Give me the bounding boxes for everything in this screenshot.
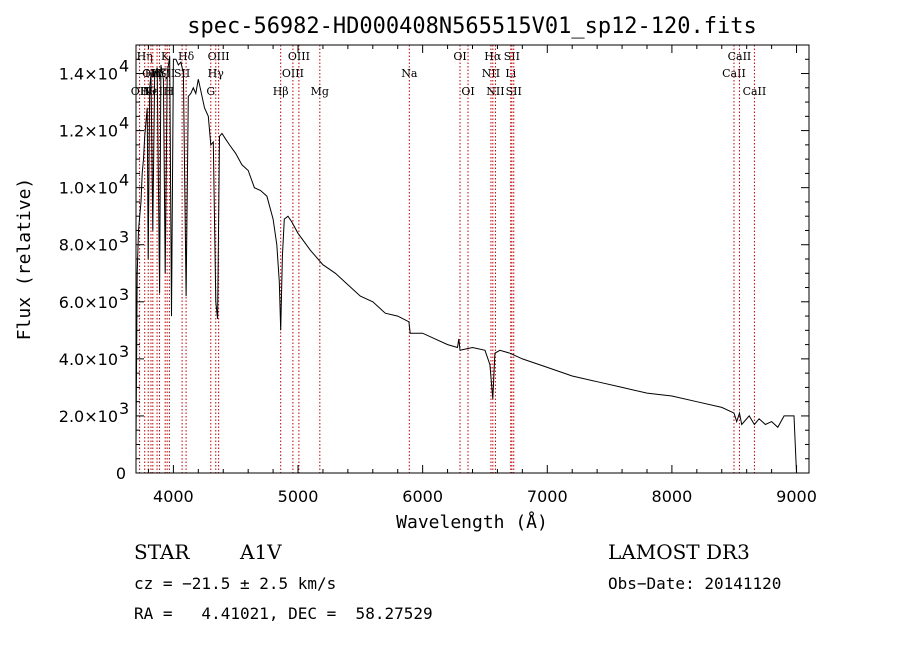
spectral-line-label-9: H <box>165 85 175 98</box>
spectral-line-label-22: NII <box>482 67 500 80</box>
spectral-line-label-30: CaII <box>743 85 767 98</box>
spectral-line-label-27: SII <box>506 85 522 98</box>
x-tick-label-3: 7000 <box>527 487 568 506</box>
spectrum-line <box>135 56 797 474</box>
ra-dec: RA = 4.41021, DEC = 58.27529 <box>134 604 433 623</box>
spectral-line-label-11: SII <box>174 67 190 80</box>
spectral-line-label-20: OI <box>453 50 466 63</box>
y-tick-exponent-5: 4 <box>119 171 129 190</box>
star-class: A1V <box>240 540 282 564</box>
y-axis-label: Flux (relative) <box>14 178 35 341</box>
x-tick-label-5: 9000 <box>776 487 817 506</box>
y-tick-exponent-6: 4 <box>119 114 129 133</box>
y-tick-label-4: 8.0×10 <box>59 236 118 255</box>
y-tick-exponent-3: 3 <box>119 285 129 304</box>
y-tick-label-2: 4.0×10 <box>59 350 118 369</box>
spectral-line-label-13: Hγ <box>208 67 225 80</box>
spectral-line-label-23: Hα <box>484 50 502 63</box>
spectral-line-label-10: Hδ <box>178 50 195 63</box>
y-tick-label-6: 1.2×10 <box>59 122 118 141</box>
spectral-line-label-28: CaII <box>722 67 746 80</box>
spectral-line-label-18: Mg <box>311 85 329 98</box>
spectral-line-label-25: Li <box>505 67 516 80</box>
y-tick-label-5: 1.0×10 <box>59 179 118 198</box>
spectral-lines-layer: OIIHηHθOIIHηNeIIIHζKSIIHHδSIIGHγOIIIHβOI… <box>131 45 766 473</box>
y-tick-label-3: 6.0×10 <box>59 293 118 312</box>
spectral-line-label-15: Hβ <box>273 85 289 98</box>
y-tick-exponent-7: 4 <box>119 57 129 76</box>
x-tick-label-4: 8000 <box>652 487 693 506</box>
x-tick-label-2: 6000 <box>402 487 443 506</box>
spectral-line-label-17: OIII <box>288 50 310 63</box>
chart-title: spec-56982-HD000408N565515V01_sp12-120.f… <box>187 14 757 39</box>
y-tick-exponent-4: 3 <box>119 228 129 247</box>
x-tick-label-1: 5000 <box>278 487 319 506</box>
y-tick-exponent-2: 3 <box>119 342 129 361</box>
y-tick-label-1: 2.0×10 <box>59 407 118 426</box>
spectral-line-label-19: Na <box>401 67 418 80</box>
obs-date: Obs−Date: 20141120 <box>608 574 782 593</box>
x-tick-label-0: 4000 <box>153 487 194 506</box>
x-axis-label: Wavelength (Å) <box>396 511 548 533</box>
plot-frame <box>135 44 810 474</box>
spectral-line-label-26: SII <box>504 50 520 63</box>
y-tick-label-0: 0 <box>116 464 126 483</box>
spectral-line-label-0: OII <box>131 85 149 98</box>
spectral-line-label-12: G <box>206 85 215 98</box>
star-label: STAR <box>134 540 190 564</box>
spectral-line-label-21: OI <box>461 85 474 98</box>
spectral-line-label-29: CaII <box>728 50 752 63</box>
spectral-line-label-14: OIII <box>208 50 230 63</box>
survey-name: LAMOST DR3 <box>608 540 750 564</box>
redshift-cz: cz = −21.5 ± 2.5 km/s <box>134 574 337 593</box>
y-tick-label-7: 1.4×10 <box>59 65 118 84</box>
y-tick-exponent-1: 3 <box>119 399 129 418</box>
spectral-line-label-7: K <box>161 50 170 63</box>
spectral-line-label-1: Hη <box>137 50 153 63</box>
spectral-line-label-16: OIII <box>282 67 304 80</box>
spectral-line-label-24: NII <box>486 85 504 98</box>
